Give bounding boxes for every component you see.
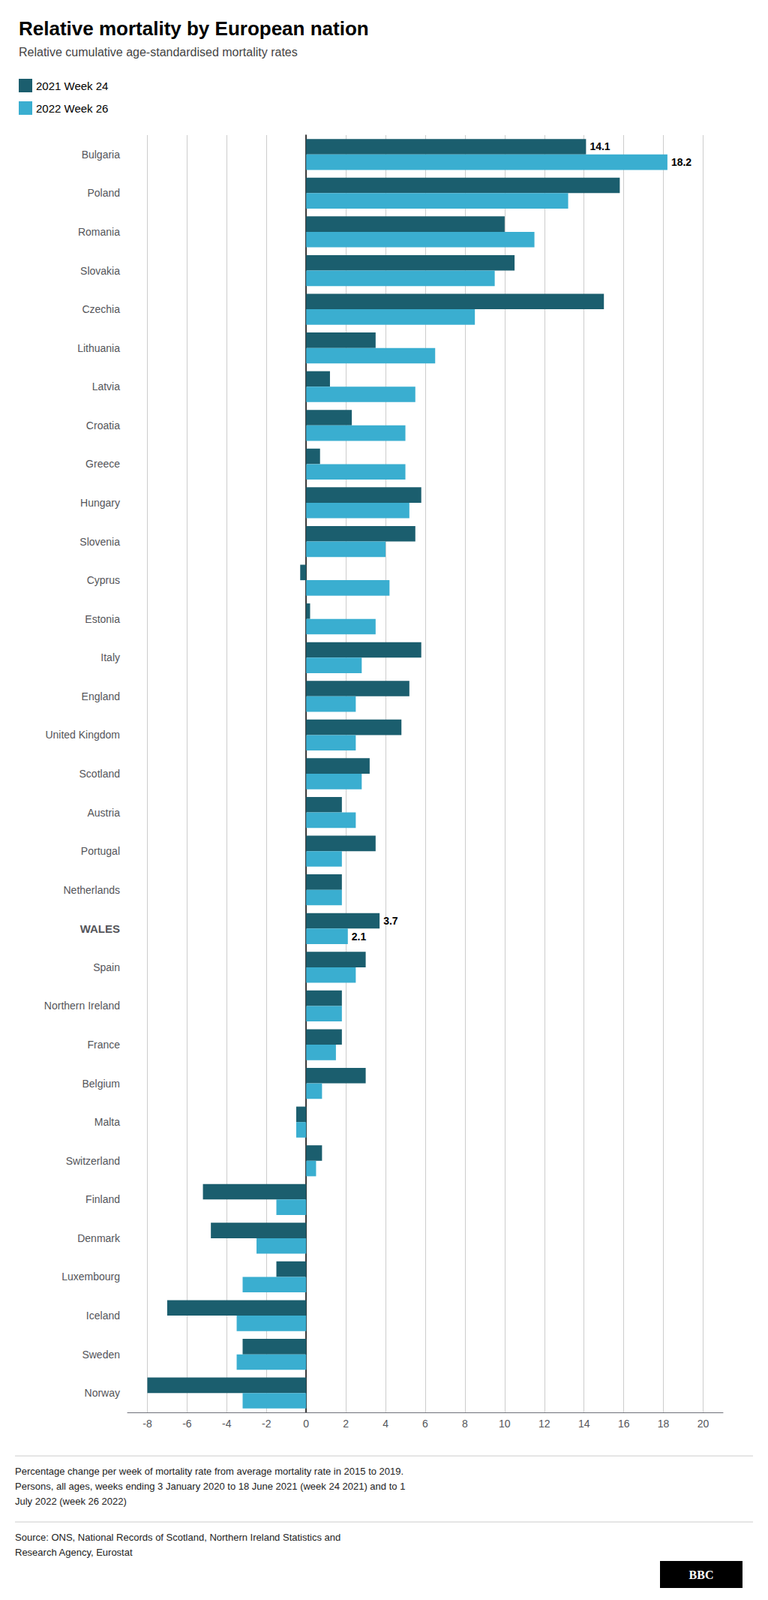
svg-text:Bulgaria: Bulgaria — [81, 148, 121, 161]
svg-text:2021 Week 24: 2021 Week 24 — [36, 79, 108, 93]
svg-text:England: England — [81, 690, 120, 702]
svg-text:Malta: Malta — [94, 1115, 120, 1128]
svg-text:Slovenia: Slovenia — [79, 535, 120, 548]
svg-text:12: 12 — [538, 1416, 551, 1429]
svg-text:WALES: WALES — [80, 921, 120, 935]
svg-text:Scotland: Scotland — [79, 767, 120, 780]
svg-text:Research Agency, Eurostat: Research Agency, Eurostat — [15, 1545, 133, 1557]
svg-text:-6: -6 — [182, 1416, 192, 1429]
svg-text:Czechia: Czechia — [81, 303, 120, 315]
svg-text:Portugal: Portugal — [81, 844, 120, 857]
svg-text:8: 8 — [462, 1416, 468, 1429]
svg-text:Relative mortality by European: Relative mortality by European nation — [18, 17, 369, 40]
svg-text:3.7: 3.7 — [383, 914, 399, 927]
svg-text:Romania: Romania — [78, 225, 120, 238]
svg-text:16: 16 — [618, 1416, 630, 1429]
svg-text:Hungary: Hungary — [80, 496, 120, 509]
svg-text:BBC: BBC — [689, 1567, 714, 1581]
svg-text:Spain: Spain — [93, 960, 120, 973]
svg-text:Lithuania: Lithuania — [77, 342, 120, 354]
svg-text:10: 10 — [498, 1416, 511, 1429]
svg-text:20: 20 — [697, 1416, 710, 1429]
svg-text:Luxembourg: Luxembourg — [61, 1269, 120, 1282]
svg-text:18.2: 18.2 — [671, 156, 692, 168]
svg-text:Relative cumulative age-standa: Relative cumulative age-standardised mor… — [18, 45, 298, 59]
svg-text:4: 4 — [382, 1416, 389, 1429]
svg-text:14: 14 — [578, 1416, 591, 1429]
svg-text:18: 18 — [657, 1416, 670, 1429]
svg-text:Poland: Poland — [87, 186, 120, 199]
svg-text:Greece: Greece — [85, 457, 120, 470]
svg-text:Slovakia: Slovakia — [80, 264, 120, 277]
svg-text:Cyprus: Cyprus — [87, 573, 120, 586]
svg-text:Iceland: Iceland — [86, 1308, 120, 1321]
svg-text:Source: ONS, National Records: Source: ONS, National Records of Scotlan… — [15, 1530, 341, 1542]
svg-text:Austria: Austria — [87, 806, 120, 819]
svg-text:0: 0 — [303, 1416, 309, 1429]
svg-text:2: 2 — [342, 1416, 349, 1429]
svg-text:July 2022 (week 26 2022): July 2022 (week 26 2022) — [15, 1494, 127, 1506]
svg-text:United Kingdom: United Kingdom — [45, 728, 120, 741]
svg-text:Netherlands: Netherlands — [63, 883, 121, 896]
svg-text:-4: -4 — [222, 1416, 232, 1429]
svg-text:2.1: 2.1 — [351, 930, 367, 942]
svg-text:-2: -2 — [261, 1416, 272, 1429]
svg-text:Croatia: Croatia — [86, 419, 120, 432]
svg-text:Belgium: Belgium — [81, 1077, 120, 1089]
svg-text:Italy: Italy — [100, 651, 120, 663]
svg-text:Denmark: Denmark — [77, 1231, 121, 1244]
svg-text:6: 6 — [422, 1416, 429, 1429]
svg-text:14.1: 14.1 — [589, 140, 610, 153]
svg-text:Latvia: Latvia — [92, 380, 121, 393]
svg-text:Persons, all ages, weeks endin: Persons, all ages, weeks ending 3 Januar… — [15, 1479, 405, 1491]
svg-text:Switzerland: Switzerland — [66, 1154, 120, 1167]
svg-text:France: France — [87, 1038, 120, 1050]
svg-text:Percentage change per week of: Percentage change per week of mortality … — [15, 1464, 404, 1476]
svg-text:-8: -8 — [142, 1416, 153, 1429]
svg-text:Finland: Finland — [85, 1192, 120, 1205]
svg-text:Norway: Norway — [84, 1386, 120, 1398]
svg-text:2022 Week 26: 2022 Week 26 — [36, 102, 108, 115]
svg-text:Northern Ireland: Northern Ireland — [44, 999, 120, 1011]
svg-text:Estonia: Estonia — [84, 612, 120, 625]
svg-text:Sweden: Sweden — [81, 1347, 120, 1360]
